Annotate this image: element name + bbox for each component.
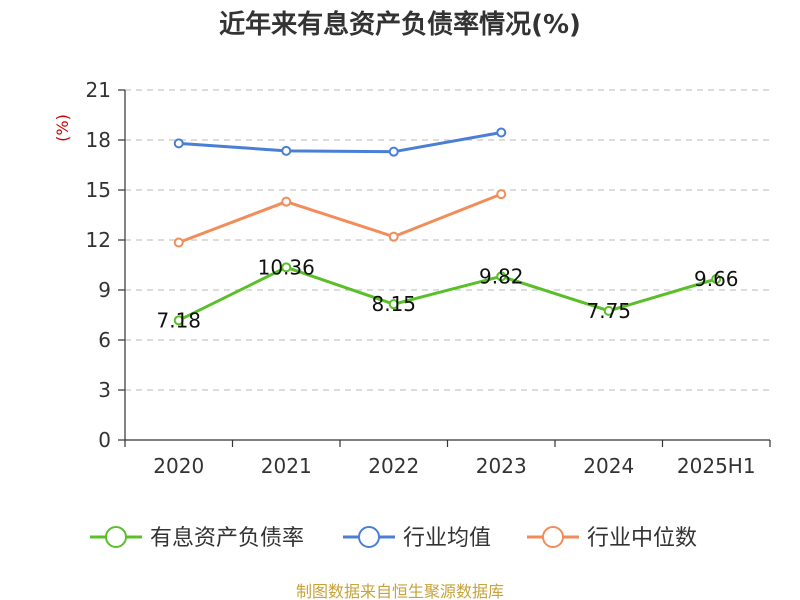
grid-lines [125,89,770,391]
data-point [388,146,399,157]
series-lines [173,127,722,326]
x-tick-label: 2021 [261,454,312,478]
legend-marker [542,526,564,548]
data-point [388,299,399,310]
x-tick-label: 2022 [368,454,419,478]
data-point [173,237,184,248]
legend-item[interactable]: 行业中位数 [527,526,697,551]
data-point [173,138,184,149]
legend-marker [358,526,380,548]
legend-item[interactable]: 行业均值 [343,526,491,551]
data-label: 10.36 [258,255,315,279]
data-point [496,189,507,200]
data-point [496,127,507,138]
y-tick-label: 3 [98,378,111,402]
data-labels: 7.18 10.36 8.15 9.82 7.75 9.66 [156,255,738,332]
data-label: 9.82 [479,264,524,288]
data-point [711,274,722,284]
data-label: 9.66 [694,267,739,291]
series-line [178,192,502,244]
series-line [178,131,502,154]
y-tick-label: 12 [86,228,111,252]
y-tick-label: 15 [86,178,111,202]
x-tick-label: 2020 [153,454,204,478]
data-label: 7.18 [156,308,201,332]
data-point [281,145,292,156]
legend-label: 有息资产负债率 [150,526,304,551]
data-point [496,271,507,282]
data-point [173,315,184,326]
data-point [281,196,292,207]
data-point [603,305,614,316]
legend-label: 行业均值 [403,526,491,551]
legend-label: 行业中位数 [587,526,697,551]
y-axis-unit-label: (%) [53,114,72,142]
legend-item[interactable]: 有息资产负债率 [90,526,304,551]
data-label: 8.15 [371,292,416,316]
source-note: 制图数据来自恒生聚源数据库 [296,582,504,600]
x-tick-label: 2024 [583,454,634,478]
y-tick-label: 21 [86,78,111,102]
x-tick-label: 2023 [476,454,527,478]
series-line [178,265,717,322]
y-tick-label: 18 [86,128,111,152]
legend-marker [105,526,127,548]
chart-title: 近年来有息资产负债率情况(%) [219,9,581,40]
axes: 0 3 6 9 12 15 18 21 2020 2021 2022 2023 2024 2025H1 [86,78,771,478]
data-point [281,262,292,273]
y-tick-label: 9 [98,278,111,302]
y-tick-label: 0 [98,428,111,452]
legend: 有息资产负债率 行业均值 行业中位数 [90,526,697,551]
x-tick-label: 2025H1 [677,454,756,478]
y-tick-label: 6 [98,328,111,352]
data-point [388,231,399,242]
data-label: 7.75 [586,299,631,323]
